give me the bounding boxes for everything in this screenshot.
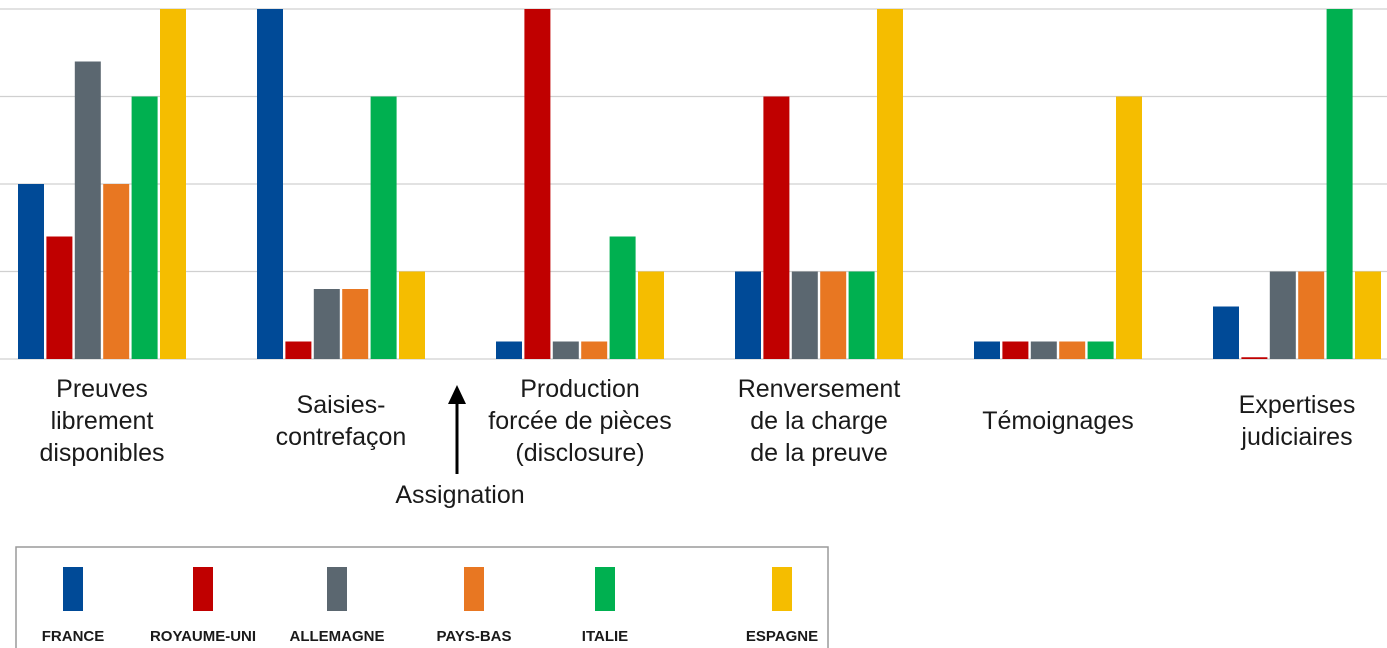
category-label-line: Saisies-	[297, 391, 386, 419]
bar-france-2	[496, 342, 522, 360]
bar-pays-bas-1	[342, 289, 368, 359]
category-label-line: forcée de pièces	[488, 407, 671, 435]
bar-allemagne-5	[1270, 272, 1296, 360]
bar-royaume-uni-5	[1241, 357, 1267, 359]
bar-espagne-5	[1355, 272, 1381, 360]
bar-italie-0	[132, 97, 158, 360]
bar-pays-bas-2	[581, 342, 607, 360]
bar-italie-2	[610, 237, 636, 360]
bar-france-4	[974, 342, 1000, 360]
category-label: Saisies-contrefaçon	[276, 391, 407, 451]
legend-swatch-allemagne	[327, 567, 347, 611]
bar-allemagne-4	[1031, 342, 1057, 360]
category-label-line: contrefaçon	[276, 423, 407, 451]
legend-swatch-pays-bas	[464, 567, 484, 611]
bar-espagne-0	[160, 9, 186, 359]
category-label-line: de la preuve	[750, 439, 888, 467]
category-label: Témoignages	[982, 407, 1133, 435]
gridlines	[0, 9, 1387, 359]
bar-espagne-3	[877, 9, 903, 359]
category-label-line: Témoignages	[982, 407, 1133, 435]
category-label-line: Preuves	[56, 375, 148, 403]
legend-label-royaume-uni: ROYAUME-UNI	[150, 628, 256, 645]
bar-pays-bas-5	[1298, 272, 1324, 360]
category-labels: Preuves librement disponibles Saisies-contr…	[39, 375, 1355, 467]
category-label: Expertises judiciaires	[1239, 391, 1356, 451]
bar-pays-bas-3	[820, 272, 846, 360]
category-label-line: judiciaires	[1240, 423, 1352, 451]
legend-box	[16, 547, 828, 648]
assignation-annotation: Assignation	[395, 385, 524, 509]
bar-allemagne-1	[314, 289, 340, 359]
bar-royaume-uni-1	[285, 342, 311, 360]
bar-france-1	[257, 9, 283, 359]
legend-label-italie: ITALIE	[582, 628, 628, 645]
legend-label-pays-bas: PAYS-BAS	[436, 628, 511, 645]
category-label-line: librement	[51, 407, 154, 435]
bar-pays-bas-0	[103, 184, 129, 359]
legend-swatch-italie	[595, 567, 615, 611]
bar-allemagne-2	[553, 342, 579, 360]
category-label-line: Renversement	[738, 375, 901, 403]
bar-espagne-4	[1116, 97, 1142, 360]
legend-swatch-royaume-uni	[193, 567, 213, 611]
bar-espagne-2	[638, 272, 664, 360]
bar-italie-1	[371, 97, 397, 360]
bar-pays-bas-4	[1059, 342, 1085, 360]
bar-allemagne-3	[792, 272, 818, 360]
bar-italie-5	[1327, 9, 1353, 359]
legend-label-france: FRANCE	[42, 628, 105, 645]
legend-swatch-france	[63, 567, 83, 611]
bar-italie-4	[1088, 342, 1114, 360]
bar-royaume-uni-2	[524, 9, 550, 359]
bar-royaume-uni-0	[46, 237, 72, 360]
bar-france-0	[18, 184, 44, 359]
bar-royaume-uni-4	[1002, 342, 1028, 360]
category-label: Renversement de la charge de la preuve	[738, 375, 901, 467]
category-label-line: disponibles	[39, 439, 164, 467]
category-label-line: Expertises	[1239, 391, 1356, 419]
assignation-label: Assignation	[395, 481, 524, 509]
category-label-line: de la charge	[750, 407, 888, 435]
legend-label-allemagne: ALLEMAGNE	[290, 628, 385, 645]
bar-espagne-1	[399, 272, 425, 360]
bar-france-5	[1213, 307, 1239, 360]
bar-france-3	[735, 272, 761, 360]
bar-royaume-uni-3	[763, 97, 789, 360]
legend: FRANCE ROYAUME-UNI ALLEMAGNE PAYS-BAS ITALIE…	[16, 547, 828, 648]
bar-allemagne-0	[75, 62, 101, 360]
bar-italie-3	[849, 272, 875, 360]
category-label-line: (disclosure)	[515, 439, 644, 467]
assignation-arrow-head	[448, 385, 466, 404]
category-label: Preuves librement disponibles	[39, 375, 164, 467]
legend-swatch-espagne	[772, 567, 792, 611]
category-label-line: Production	[520, 375, 640, 403]
legend-label-espagne: ESPAGNE	[746, 628, 818, 645]
category-label: Production forcée de pièces (disclosure)	[488, 375, 671, 467]
